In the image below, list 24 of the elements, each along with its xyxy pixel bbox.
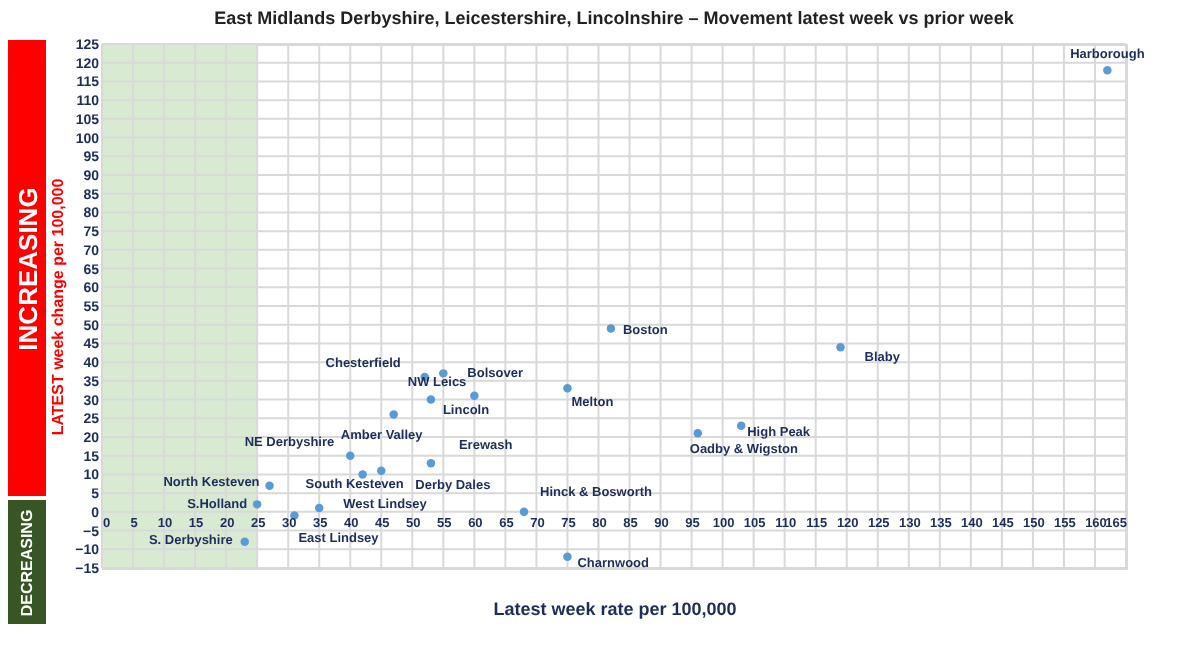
point xyxy=(265,481,274,490)
point xyxy=(470,391,479,401)
point xyxy=(358,470,367,479)
point xyxy=(346,451,355,460)
point xyxy=(240,537,249,547)
point xyxy=(1103,65,1112,75)
point xyxy=(426,395,436,404)
point xyxy=(736,421,746,431)
point xyxy=(314,503,324,513)
point xyxy=(563,384,572,393)
increasing-panel: INCREASING xyxy=(8,40,46,496)
y-axis-title: LATEST week change per 100,000 xyxy=(49,177,68,436)
point xyxy=(389,410,398,419)
point xyxy=(836,342,845,352)
point xyxy=(563,552,572,562)
point xyxy=(377,466,386,475)
chart-title: East Midlands Derbyshire, Leicestershire, Lincolnshire – Movement latest week vs prior week xyxy=(214,8,1016,28)
point xyxy=(426,458,436,468)
point xyxy=(252,500,262,509)
point xyxy=(693,429,703,438)
decreasing-panel: DECREASING xyxy=(8,500,46,624)
point xyxy=(519,507,529,517)
x-axis-title: Latest week rate per 100,000 xyxy=(493,599,737,619)
point xyxy=(606,324,616,333)
